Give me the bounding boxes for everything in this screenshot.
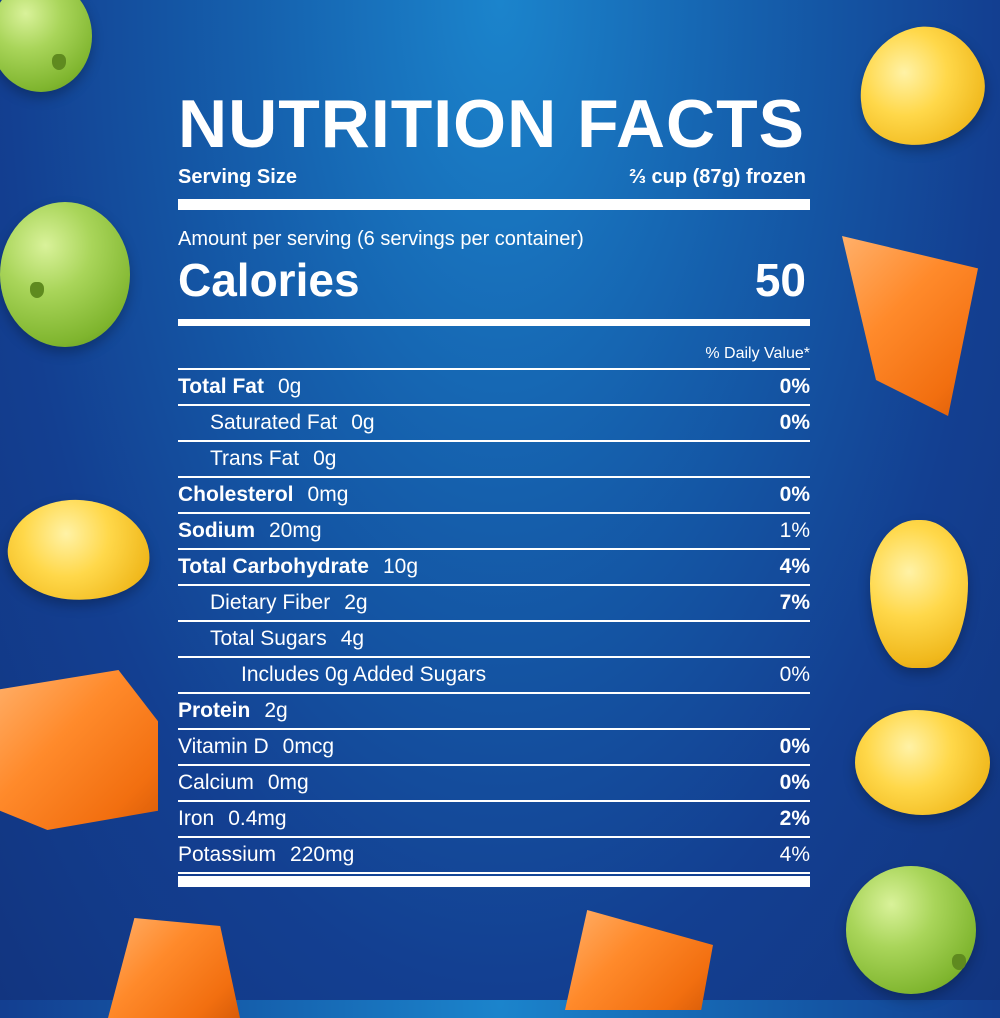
nutrient-row: Total Carbohydrate 10g 4%	[178, 550, 810, 586]
nutrient-row: Trans Fat 0g	[178, 442, 810, 478]
carrot-piece-image	[565, 910, 713, 1010]
nutrient-amount: 20mg	[269, 519, 322, 542]
nutrient-daily-value: 2%	[779, 807, 810, 830]
serving-size-label: Serving Size	[178, 166, 297, 188]
corn-kernel-image	[845, 13, 997, 159]
nutrient-row: Total Sugars 4g	[178, 622, 810, 658]
nutrient-daily-value: 7%	[779, 591, 810, 614]
pea-image	[0, 202, 130, 347]
nutrient-amount: 0g	[313, 447, 337, 470]
nutrient-name: Vitamin D	[178, 735, 269, 758]
nutrient-daily-value: 1%	[779, 519, 810, 542]
nutrition-facts-panel: NUTRITION FACTS Serving Size ⅔ cup (87g)…	[178, 90, 810, 887]
nutrient-daily-value: 0%	[779, 663, 810, 686]
nutrient-row: Potassium 220mg 4%	[178, 838, 810, 874]
carrot-piece-image	[108, 918, 240, 1018]
nutrient-row: Protein 2g	[178, 694, 810, 730]
nutrient-amount: 0g	[277, 375, 302, 398]
nutrition-facts-title: NUTRITION FACTS	[178, 86, 805, 162]
nutrient-daily-value: 0%	[779, 771, 810, 794]
nutrient-row: Iron 0.4mg 2%	[178, 802, 810, 838]
pea-image	[846, 866, 976, 994]
nutrient-row: Includes 0g Added Sugars 0%	[178, 658, 810, 694]
nutrient-row: Sodium 20mg 1%	[178, 514, 810, 550]
nutrient-daily-value: 0%	[779, 375, 810, 398]
nutrient-row: Dietary Fiber 2g 7%	[178, 586, 810, 622]
corn-kernel-image	[870, 520, 968, 668]
nutrient-amount: 2g	[264, 699, 288, 722]
nutrient-name: Calcium	[178, 771, 254, 794]
nutrient-name: Protein	[178, 699, 251, 722]
nutrient-name: Potassium	[178, 843, 277, 866]
nutrient-name: Iron	[178, 807, 215, 830]
nutrient-name: Sodium	[178, 519, 255, 542]
nutrient-row: Calcium 0mg 0%	[178, 766, 810, 802]
nutrient-name: Trans Fat	[210, 447, 300, 470]
nutrient-daily-value: 4%	[779, 843, 810, 866]
nutrient-name: Saturated Fat	[210, 411, 338, 434]
divider-medium	[178, 319, 810, 326]
divider-thick	[178, 876, 810, 887]
corn-kernel-image	[3, 494, 155, 606]
nutrient-amount: 2g	[344, 591, 368, 614]
corn-kernel-image	[855, 710, 990, 815]
nutrient-row: Total Fat 0g 0%	[178, 370, 810, 406]
nutrient-name: Total Carbohydrate	[178, 555, 369, 578]
calories-value: 50	[754, 254, 806, 306]
nutrient-amount: 0mcg	[282, 735, 335, 758]
nutrient-amount: 0.4mg	[228, 807, 287, 830]
nutrient-daily-value: 0%	[779, 411, 810, 434]
nutrient-name: Includes 0g Added Sugars	[241, 663, 487, 686]
nutrient-daily-value: 4%	[779, 555, 810, 578]
carrot-piece-image	[0, 670, 158, 830]
calories-label: Calories	[178, 254, 360, 306]
nutrient-daily-value: 0%	[779, 735, 810, 758]
nutrient-amount: 0mg	[307, 483, 349, 506]
nutrient-row: Vitamin D 0mcg 0%	[178, 730, 810, 766]
nutrient-daily-value: 0%	[779, 483, 810, 506]
nutrient-amount: 0g	[351, 411, 375, 434]
serving-size-row: Serving Size ⅔ cup (87g) frozen	[178, 166, 810, 189]
nutrient-amount: 0mg	[267, 771, 309, 794]
nutrient-amount: 10g	[382, 555, 419, 578]
nutrient-name: Cholesterol	[178, 483, 294, 506]
amount-per-serving: Amount per serving (6 servings per conta…	[178, 228, 584, 250]
nutrient-amount: 4g	[340, 627, 365, 650]
nutrient-amount: 220mg	[290, 843, 355, 866]
nutrient-name: Total Sugars	[210, 627, 327, 650]
serving-size-value: ⅔ cup (87g) frozen	[629, 166, 806, 188]
pea-image	[0, 0, 92, 92]
nutrient-name: Dietary Fiber	[210, 591, 331, 614]
divider-thick	[178, 199, 810, 210]
nutrient-row: Cholesterol 0mg 0%	[178, 478, 810, 514]
calories-row: Calories 50	[178, 255, 810, 305]
daily-value-header: % Daily Value*	[178, 340, 810, 370]
nutrient-row: Saturated Fat 0g 0%	[178, 406, 810, 442]
carrot-piece-image	[842, 236, 978, 416]
nutrient-name: Total Fat	[178, 375, 264, 398]
